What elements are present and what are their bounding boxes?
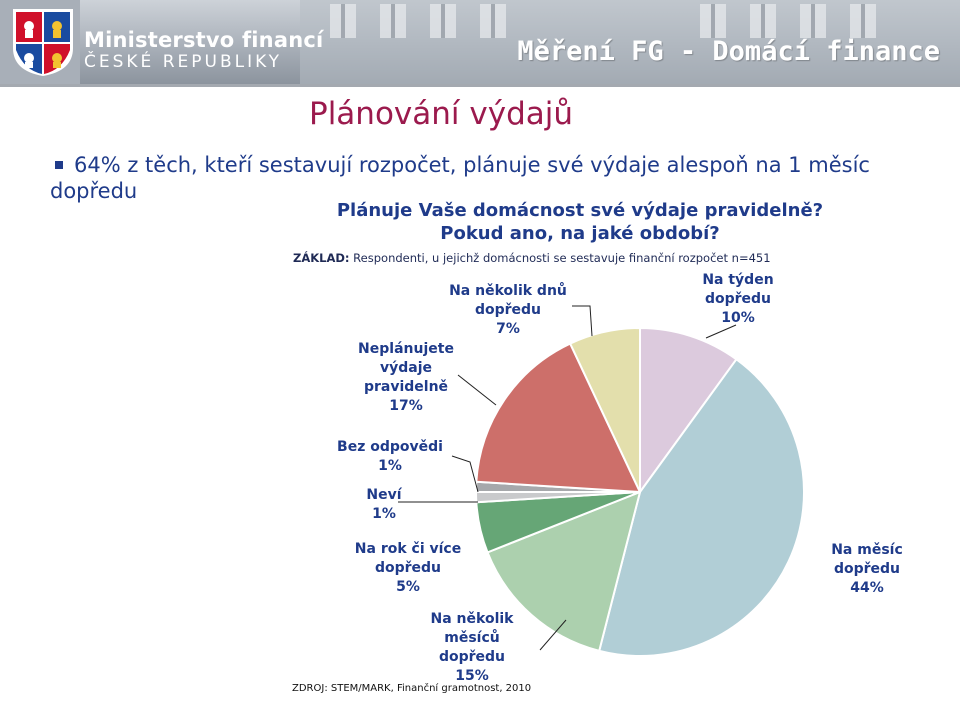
slice-label-6-line-0: Neplánujete	[358, 341, 454, 357]
section-title: Měření FG - Domácí finance	[517, 36, 940, 67]
coat-of-arms-icon	[13, 9, 73, 76]
slice-label-4-line-0: Neví	[366, 487, 402, 503]
slice-value-4: 1%	[372, 506, 396, 522]
slice-label-5-line-0: Bez odpovědi	[337, 439, 443, 455]
slice-label-7-line-1: dopředu	[474, 302, 542, 318]
slice-label-6: Neplánujete výdaje pravidelně 17%	[326, 340, 486, 416]
ministry-subtitle: ČESKÉ REPUBLIKY	[84, 52, 283, 72]
leader-line-7	[572, 305, 593, 337]
key-finding-text: 64% z těch, kteří sestavují rozpočet, pl…	[50, 153, 870, 203]
pie-slice-7	[569, 327, 641, 493]
slice-label-2-line-2: dopředu	[438, 649, 506, 665]
slice-label-3-line-1: dopředu	[374, 560, 442, 576]
slice-label-4: Neví 1%	[304, 486, 464, 524]
slice-value-0: 10%	[721, 310, 755, 326]
slice-label-0: Na týden dopředu 10%	[658, 271, 818, 328]
slice-value-6: 17%	[389, 398, 423, 414]
slice-label-2: Na několik měsíců dopředu 15%	[392, 610, 552, 686]
leader-line-2	[539, 619, 567, 651]
slice-label-1: Na měsíc dopředu 44%	[787, 541, 947, 598]
slice-label-2-line-1: měsíců	[444, 630, 500, 646]
header-divider	[0, 84, 960, 87]
slice-label-1-line-1: dopředu	[833, 561, 901, 577]
slice-label-6-line-2: pravidelně	[363, 379, 449, 395]
basis-label: ZÁKLAD:	[293, 251, 350, 265]
ministry-name: Ministerstvo financí	[84, 28, 324, 52]
slice-label-0-line-0: Na týden	[702, 272, 774, 288]
survey-question-line-1: Plánuje Vaše domácnost své výdaje pravid…	[336, 200, 824, 221]
header-band: Ministerstvo financí ČESKÉ REPUBLIKY Měř…	[0, 0, 960, 84]
slice-value-3: 5%	[396, 579, 420, 595]
slice-value-2: 15%	[455, 668, 489, 684]
survey-question-line-2: Pokud ano, na jaké období?	[440, 223, 720, 244]
slice-label-5: Bez odpovědi 1%	[310, 438, 470, 476]
slice-label-1-line-0: Na měsíc	[831, 542, 903, 558]
slice-label-6-line-1: výdaje	[379, 360, 432, 376]
building-facade-image	[0, 0, 960, 84]
leader-line-5	[451, 455, 479, 493]
slice-value-1: 44%	[850, 580, 884, 596]
leader-line-0	[705, 324, 737, 339]
slice-label-3-line-0: Na rok či více	[354, 541, 462, 557]
survey-question: Plánuje Vaše domácnost své výdaje pravid…	[300, 199, 860, 245]
basis-text: Respondenti, u jejichž domácnosti se ses…	[349, 251, 771, 265]
slice-value-5: 1%	[378, 458, 402, 474]
slice-label-3: Na rok či více dopředu 5%	[328, 540, 488, 597]
sample-basis: ZÁKLAD: Respondenti, u jejichž domácnost…	[293, 251, 771, 265]
pie-slice-6	[475, 342, 641, 493]
leader-line-6	[457, 374, 497, 406]
slice-label-0-line-1: dopředu	[704, 291, 772, 307]
slice-value-7: 7%	[496, 321, 520, 337]
pie-slice-1	[598, 358, 805, 658]
data-source: ZDROJ: STEM/MARK, Finanční gramotnost, 2…	[292, 683, 532, 694]
slide-title: Plánování výdajů	[309, 96, 573, 132]
slice-label-2-line-0: Na několik	[430, 611, 514, 627]
bullet-icon	[55, 161, 63, 169]
slice-label-7-line-0: Na několik dnů	[449, 283, 567, 299]
pie-slice-0	[639, 327, 738, 493]
slice-label-7: Na několik dnů dopředu 7%	[428, 282, 588, 339]
pie-slice-2	[486, 491, 641, 652]
